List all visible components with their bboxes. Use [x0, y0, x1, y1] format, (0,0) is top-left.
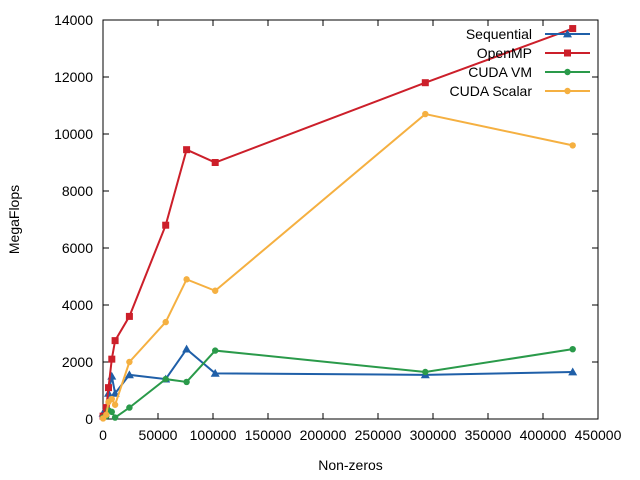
- series-line-cuda-vm: [102, 348, 573, 420]
- data-point-openmp: [125, 312, 133, 320]
- y-tick-label: 2000: [62, 354, 93, 370]
- data-point-cuda-vm: [212, 347, 219, 354]
- y-tick-label: 0: [85, 411, 93, 427]
- data-point-cuda-scalar: [108, 395, 116, 403]
- data-point-sequential: [568, 367, 578, 376]
- legend-entry-cuda-scalar: CUDA Scalar: [450, 83, 590, 99]
- legend-swatch-marker: [564, 87, 571, 95]
- data-point-openmp: [211, 159, 219, 166]
- data-point-openmp: [108, 355, 116, 363]
- plot-frame: [102, 19, 599, 420]
- data-point-cuda-scalar: [422, 110, 429, 118]
- x-tick-label: 200000: [300, 427, 347, 443]
- x-tick-label: 400000: [520, 427, 567, 443]
- x-tick-label: 250000: [355, 427, 402, 443]
- x-axis-label: Non-zeros: [318, 457, 383, 473]
- y-tick-label: 14000: [54, 12, 93, 28]
- series-cuda-vm: [99, 345, 576, 421]
- data-point-openmp: [102, 404, 110, 412]
- x-tick-label: 100000: [190, 427, 237, 443]
- x-tick-label: 350000: [465, 427, 512, 443]
- series-line-sequential: [102, 347, 573, 414]
- legend-entry-sequential: Sequential: [466, 26, 590, 42]
- series-lines: [98, 25, 578, 422]
- data-point-cuda-scalar: [111, 401, 119, 408]
- data-point-openmp: [162, 221, 170, 229]
- data-point-cuda-vm: [111, 414, 119, 421]
- data-point-cuda-scalar: [162, 318, 169, 326]
- data-point-sequential: [124, 370, 134, 379]
- data-point-sequential: [182, 344, 192, 353]
- data-point-cuda-scalar: [212, 287, 219, 294]
- data-point-sequential: [110, 388, 120, 397]
- data-point-openmp: [183, 146, 191, 154]
- legend-swatch-marker: [564, 68, 571, 76]
- data-point-sequential: [210, 368, 220, 377]
- axes: 0 2000 4000 6000 8000 10000 12000 14000 0 50000 10…: [54, 12, 622, 443]
- data-point-cuda-scalar: [183, 276, 190, 283]
- x-tick-label: 0: [99, 427, 107, 443]
- data-point-openmp: [111, 337, 119, 345]
- data-point-openmp: [105, 384, 112, 392]
- data-point-cuda-scalar: [126, 358, 133, 366]
- y-tick-label: 10000: [54, 126, 93, 142]
- x-tick-label: 150000: [245, 427, 292, 443]
- data-point-cuda-vm: [183, 378, 190, 386]
- legend-label: CUDA Scalar: [450, 83, 533, 99]
- legend-label: Sequential: [466, 26, 532, 42]
- y-axis-label: MegaFlops: [6, 185, 22, 254]
- legend-swatch-marker: [563, 29, 572, 38]
- data-point-cuda-vm: [126, 404, 133, 411]
- data-point-cuda-vm: [422, 368, 429, 376]
- y-tick-label: 12000: [54, 69, 93, 85]
- data-point-cuda-vm: [108, 408, 116, 416]
- legend-label: OpenMP: [477, 45, 532, 61]
- x-tick-label: 300000: [410, 427, 457, 443]
- data-point-cuda-scalar: [103, 411, 110, 418]
- series-cuda-scalar: [99, 110, 576, 422]
- data-point-cuda-vm: [162, 375, 169, 383]
- y-tick-label: 6000: [62, 240, 93, 256]
- legend-entry-cuda-vm: CUDA VM: [468, 64, 590, 80]
- data-point-cuda-vm: [569, 345, 576, 353]
- data-point-openmp: [421, 79, 429, 87]
- y-tick-label: 8000: [62, 183, 93, 199]
- data-point-cuda-scalar: [569, 142, 576, 149]
- x-tick-label: 450000: [575, 427, 622, 443]
- legend-swatch-marker: [564, 49, 571, 57]
- legend-entry-openmp: OpenMP: [477, 45, 590, 61]
- y-tick-label: 4000: [62, 297, 93, 313]
- x-tick-label: 50000: [139, 427, 178, 443]
- legend: Sequential OpenMP CUDA VM CUDA Scalar: [450, 26, 590, 99]
- data-point-openmp: [569, 25, 577, 33]
- legend-label: CUDA VM: [468, 64, 532, 80]
